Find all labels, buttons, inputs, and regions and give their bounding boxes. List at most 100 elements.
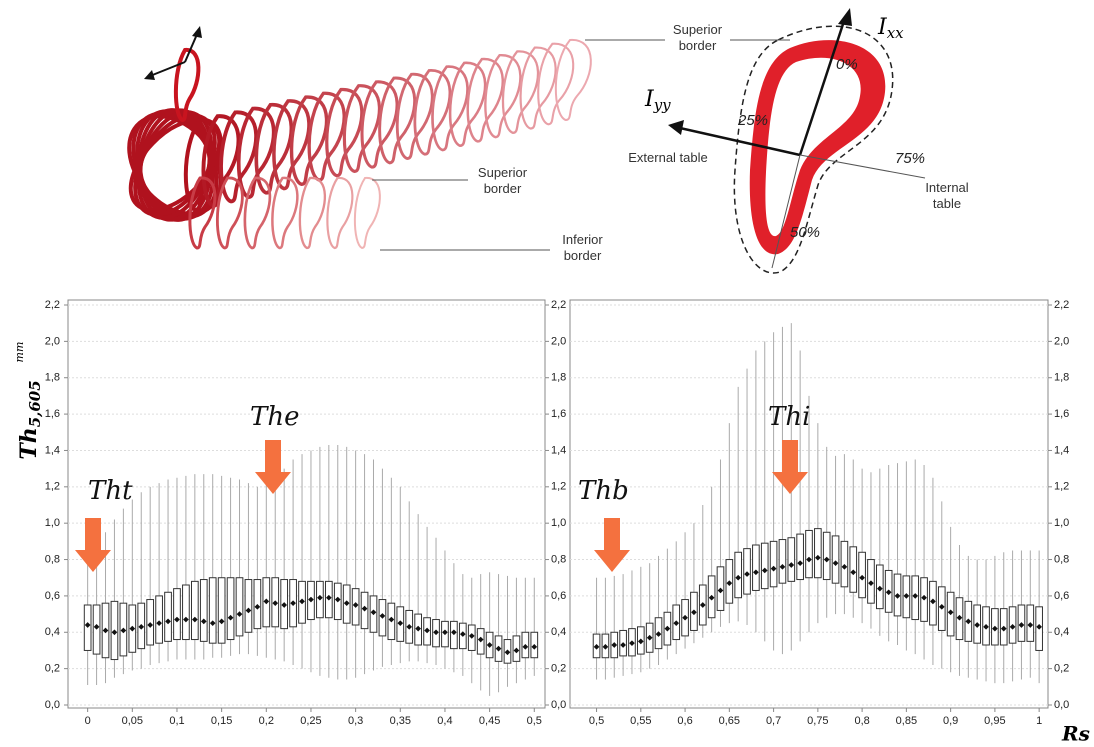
- y-tick-label: 0,6: [1054, 590, 1069, 602]
- median-point: [708, 594, 715, 601]
- median-point: [930, 598, 936, 605]
- median-point: [655, 631, 662, 637]
- y-tick-label: 2,0: [551, 335, 566, 347]
- box: [173, 588, 181, 641]
- iyy-axis: [679, 126, 801, 157]
- median-point: [138, 623, 145, 630]
- y-tick-label: 2,2: [1054, 299, 1069, 311]
- y-tick-label: 0,4: [551, 626, 566, 638]
- median-point: [254, 603, 261, 610]
- median-point: [451, 629, 457, 636]
- median-point: [956, 614, 963, 621]
- median-point: [797, 560, 803, 567]
- median-point: [477, 636, 484, 643]
- median-point: [236, 611, 243, 617]
- median-point: [183, 616, 189, 623]
- median-point: [415, 625, 421, 632]
- y-tick-label: 0,0: [551, 699, 566, 711]
- median-point: [1000, 625, 1007, 632]
- bone-loop: [466, 57, 504, 143]
- bone-loop: [360, 80, 399, 169]
- median-point: [770, 565, 777, 572]
- median-point: [263, 598, 270, 605]
- median-point: [779, 563, 786, 570]
- y-tick-label: 1,2: [45, 481, 60, 493]
- median-point: [495, 645, 502, 652]
- x-tick-label: 0: [85, 715, 91, 727]
- y-tick-label: 1,2: [551, 481, 566, 493]
- percent-label: 25%: [738, 112, 769, 129]
- median-point: [699, 602, 706, 608]
- median-point: [673, 620, 680, 627]
- bone-loop: [325, 87, 364, 178]
- median-point: [753, 569, 759, 576]
- y-tick-label: 1,4: [551, 444, 566, 456]
- bone-loop: [413, 69, 452, 156]
- y-tick-label: 0,6: [551, 590, 566, 602]
- annotation: Thi: [768, 402, 810, 432]
- median-point: [361, 605, 368, 612]
- median-point: [156, 620, 162, 627]
- box: [155, 595, 163, 644]
- y-tick-label: 1,6: [1054, 408, 1069, 420]
- median-point: [317, 594, 323, 601]
- median-point: [903, 593, 910, 599]
- median-point: [894, 593, 901, 599]
- y-tick-label: 1,8: [1054, 372, 1069, 384]
- bone-loop: [448, 61, 487, 148]
- box: [244, 579, 253, 633]
- y-unit: mm: [13, 342, 26, 363]
- median-point: [93, 623, 100, 630]
- median-point: [726, 580, 733, 587]
- x-tick-label: 0,8: [854, 715, 869, 727]
- x-tick-label: 0,5: [527, 715, 542, 727]
- axis-arrow: [184, 31, 199, 63]
- y-axis-label: Th5,605: [16, 380, 44, 459]
- x-tick-label: 0,85: [896, 715, 917, 727]
- y-tick-label: 0,6: [45, 590, 60, 602]
- median-point: [111, 629, 118, 636]
- symbol: I: [877, 15, 888, 40]
- median-point: [486, 642, 493, 648]
- annotation: Thb: [578, 476, 629, 506]
- median-point: [84, 622, 91, 628]
- bone-loop: [519, 46, 557, 130]
- annotation: The: [250, 402, 299, 432]
- median-point: [611, 642, 618, 648]
- bone-loop: [236, 106, 276, 200]
- median-point: [343, 600, 350, 607]
- arrow-head: [838, 8, 852, 26]
- x-tick-label: 0,25: [300, 715, 321, 727]
- median-point: [806, 556, 812, 563]
- box: [752, 544, 760, 591]
- box: [226, 577, 235, 641]
- median-point: [218, 618, 225, 625]
- x-tick-label: 0,55: [630, 715, 651, 727]
- median-point: [102, 627, 109, 634]
- box: [235, 577, 244, 637]
- annotation-arrow: [75, 518, 111, 572]
- box: [831, 535, 840, 584]
- bone-loop: [353, 176, 381, 250]
- y-tick-label: 0,0: [1054, 699, 1069, 711]
- median-point: [504, 649, 511, 656]
- y-tick-label: 1,2: [1054, 481, 1069, 493]
- annotation-arrow: [255, 440, 291, 494]
- median-point: [629, 640, 635, 647]
- bone-loop: [243, 176, 272, 250]
- x-tick-label: 0,7: [766, 715, 781, 727]
- median-point: [326, 594, 332, 601]
- median-point: [406, 623, 413, 630]
- box: [190, 580, 199, 641]
- y-tick-label: 1,8: [551, 372, 566, 384]
- median-point: [841, 563, 848, 570]
- median-point: [281, 602, 287, 608]
- median-point: [388, 616, 395, 623]
- median-point: [459, 631, 466, 637]
- median-point: [735, 574, 742, 581]
- median-point: [120, 627, 127, 634]
- median-point: [788, 562, 795, 568]
- bone-loop: [298, 176, 327, 250]
- x-tick-label: 0,4: [437, 715, 452, 727]
